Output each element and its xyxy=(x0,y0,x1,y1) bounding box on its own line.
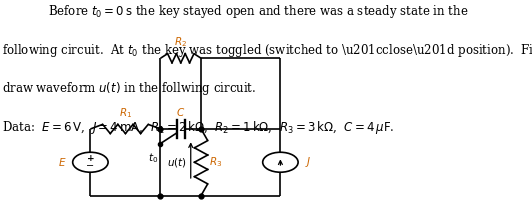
Text: $R_1$: $R_1$ xyxy=(119,106,132,120)
Text: $C$: $C$ xyxy=(176,105,185,118)
Text: +: + xyxy=(87,154,94,162)
Text: $R_3$: $R_3$ xyxy=(209,155,222,169)
Text: draw waveform $u(t)$ in the follwing circuit.: draw waveform $u(t)$ in the follwing cir… xyxy=(2,80,256,97)
Text: −: − xyxy=(86,161,95,171)
Text: $J$: $J$ xyxy=(305,155,311,169)
Text: following circuit.  At $t_0$ the key was toggled (switched to \u201cclose\u201d : following circuit. At $t_0$ the key was … xyxy=(2,42,532,59)
Text: $u(t)$: $u(t)$ xyxy=(167,156,187,169)
Text: $t_0$: $t_0$ xyxy=(148,151,159,165)
Text: Data:  $E = 6\,\mathrm{V}$,  $J = 4\,\mathrm{mA}$,  $R_1 = 2\,\mathrm{k\Omega}$,: Data: $E = 6\,\mathrm{V}$, $J = 4\,\math… xyxy=(2,119,394,136)
Text: $E$: $E$ xyxy=(57,156,66,168)
Text: $R_2$: $R_2$ xyxy=(174,35,187,49)
Text: Before $t_0 = 0\,\mathrm{s}$ the key stayed open and there was a steady state in: Before $t_0 = 0\,\mathrm{s}$ the key sta… xyxy=(48,3,469,20)
